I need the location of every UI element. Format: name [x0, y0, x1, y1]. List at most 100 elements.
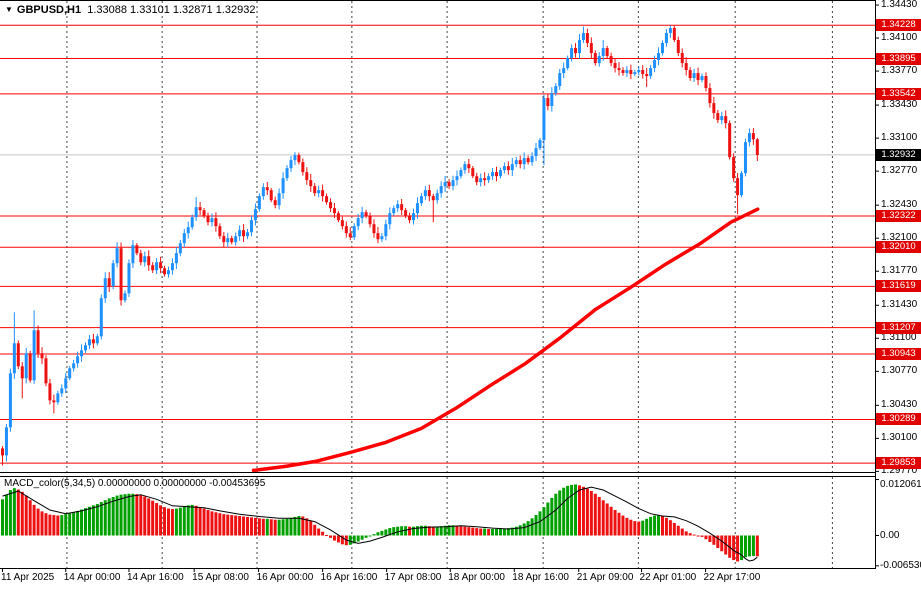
time-axis-label: 17 Apr 08:00: [384, 572, 442, 583]
macd-histogram-bar: [684, 531, 688, 536]
macd-histogram-bar: [202, 508, 206, 536]
macd-histogram-bar: [4, 494, 8, 536]
candle-body: [210, 218, 214, 223]
candle-body: [214, 218, 218, 227]
macd-histogram-bar: [487, 529, 491, 536]
candle-body: [736, 178, 740, 196]
macd-histogram-bar: [321, 531, 325, 536]
level-price-badge: 1.32322: [876, 209, 921, 222]
time-axis-label: 18 Apr 16:00: [512, 572, 569, 583]
candle-body: [64, 378, 68, 389]
candle-body: [455, 176, 459, 181]
macd-histogram-bar: [170, 509, 174, 536]
candle-body: [743, 142, 747, 174]
instrument-dropdown-icon[interactable]: ▼: [5, 5, 13, 14]
macd-histogram-bar: [609, 506, 613, 536]
macd-histogram-bar: [20, 491, 24, 536]
macd-histogram-bar: [577, 485, 581, 536]
candle-body: [510, 164, 514, 171]
candle-body: [617, 68, 621, 71]
macd-histogram-bar: [534, 515, 538, 536]
candle-body: [550, 93, 554, 107]
candle-body: [368, 216, 372, 225]
candle-body: [344, 226, 348, 234]
macd-histogram-bar: [581, 486, 585, 536]
macd-histogram-bar: [40, 511, 44, 536]
macd-histogram-bar: [637, 521, 641, 536]
macd-histogram-bar: [147, 498, 151, 536]
macd-histogram-bar: [36, 508, 40, 536]
candle-body: [131, 245, 135, 264]
candle-body: [384, 224, 388, 237]
candle-body: [514, 160, 518, 165]
price-axis-label: 1.34430: [881, 0, 918, 11]
macd-histogram-bar: [451, 525, 455, 536]
candle-body: [712, 103, 716, 114]
candle-body: [388, 213, 392, 225]
candle-body: [601, 48, 605, 57]
candle-body: [257, 196, 261, 210]
candle-body: [672, 28, 676, 41]
candle-body: [293, 155, 297, 161]
candle-body: [115, 248, 119, 264]
candle-body: [281, 178, 285, 194]
candle-body: [372, 224, 376, 234]
macd-histogram-bar: [352, 535, 356, 544]
macd-histogram-bar: [720, 535, 724, 552]
candle-body: [321, 190, 325, 197]
price-axis-label: 1.32100: [881, 232, 918, 244]
candle-body: [688, 70, 692, 79]
candle-body: [498, 170, 502, 177]
macd-histogram-bar: [190, 504, 194, 536]
candle-body: [502, 166, 506, 171]
candle-body: [230, 238, 234, 243]
candle-body: [285, 168, 289, 179]
macd-histogram-bar: [72, 512, 76, 536]
macd-histogram-bar: [32, 504, 36, 536]
candle-body: [751, 133, 755, 140]
candle-body: [427, 190, 431, 197]
candle-body: [487, 176, 491, 181]
candle-body: [309, 180, 313, 187]
macd-histogram-bar: [668, 520, 672, 536]
candle-body: [95, 336, 99, 344]
macd-histogram-bar: [491, 529, 495, 536]
macd-indicator-label: MACD_color(5,34,5) 0.00000000 0.00000000…: [4, 478, 266, 489]
macd-histogram-bar: [574, 484, 578, 536]
candle-body: [664, 33, 668, 44]
macd-histogram-bar: [404, 526, 408, 536]
candle-body: [435, 193, 439, 201]
macd-histogram-bar: [139, 495, 143, 536]
candle-body: [24, 353, 28, 379]
time-axis-label: 18 Apr 00:00: [448, 572, 505, 583]
macd-histogram-bar: [360, 535, 364, 540]
candle-body: [708, 88, 712, 104]
candle-body: [660, 43, 664, 54]
macd-histogram-bar: [388, 528, 392, 536]
macd-histogram-bar: [455, 525, 459, 536]
level-price-badge: 1.33895: [876, 52, 921, 65]
macd-histogram-bar: [479, 528, 483, 536]
candle-body: [170, 263, 174, 271]
candle-body: [99, 298, 103, 337]
candle-body: [740, 173, 744, 196]
macd-histogram-bar: [95, 503, 99, 536]
macd-histogram-bar: [277, 519, 281, 536]
candle-body: [313, 186, 317, 194]
macd-histogram-bar: [392, 527, 396, 536]
macd-histogram-bar: [427, 526, 431, 536]
macd-histogram-bar: [613, 509, 617, 536]
candle-body: [668, 28, 672, 34]
macd-histogram-bar: [657, 515, 661, 536]
macd-histogram-bar: [740, 535, 744, 561]
macd-histogram-bar: [273, 519, 277, 536]
candle-body: [253, 209, 257, 221]
time-axis-label: 14 Apr 00:00: [63, 572, 121, 583]
candle-body: [246, 232, 250, 237]
candle-body: [206, 216, 210, 223]
macd-histogram-bar: [653, 515, 657, 536]
candle-body: [645, 74, 649, 77]
macd-histogram-bar: [261, 518, 265, 536]
time-axis-label: 22 Apr 01:00: [639, 572, 697, 583]
